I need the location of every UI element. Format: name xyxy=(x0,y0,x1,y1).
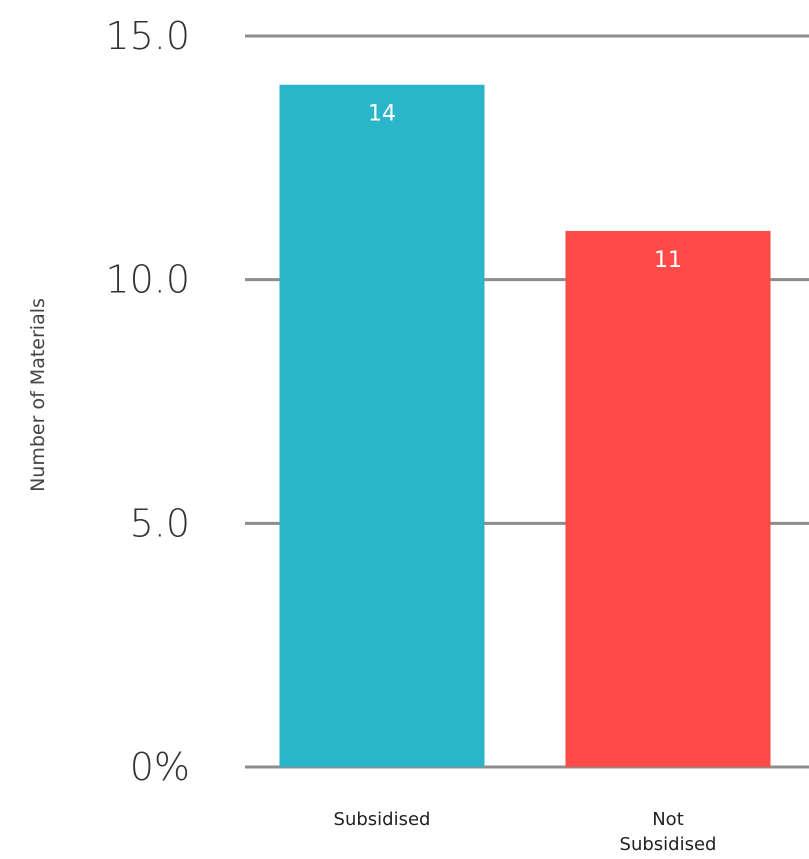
x-tick-label-line: Subsidised xyxy=(620,834,717,855)
x-tick-label: Not Subsidised xyxy=(620,809,717,855)
bars xyxy=(279,84,771,767)
x-tick-label-line: Subsidised xyxy=(334,809,431,830)
y-axis-ticks: 0% 5.0 10.0 15.0 xyxy=(105,14,190,789)
data-label: 11 xyxy=(654,248,682,273)
data-label: 14 xyxy=(368,102,396,127)
y-tick-label: 15.0 xyxy=(105,14,190,58)
y-tick-label: 10.0 xyxy=(105,258,190,302)
y-tick-label: 0% xyxy=(130,745,190,789)
y-tick-label: 5.0 xyxy=(130,501,190,545)
bar xyxy=(565,230,771,767)
x-axis-ticks: Subsidised Not Subsidised xyxy=(334,809,717,855)
bar xyxy=(279,84,485,767)
data-labels: 14 11 xyxy=(368,102,682,273)
y-axis-label: Number of Materials xyxy=(27,298,49,492)
x-tick-label-line: Not xyxy=(652,809,684,830)
x-tick-label: Subsidised xyxy=(334,809,431,830)
